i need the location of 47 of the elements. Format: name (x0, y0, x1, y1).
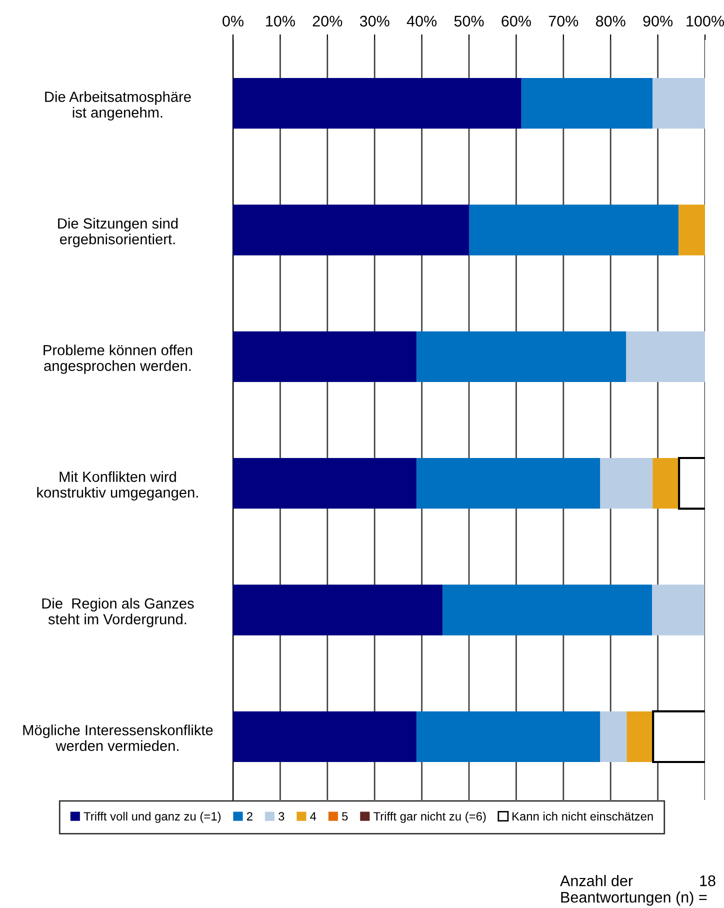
x-tick-label: 40% (406, 16, 437, 27)
bar (652, 78, 705, 129)
bar (233, 331, 417, 382)
bar (652, 458, 680, 509)
legend-label: 3 (278, 812, 284, 821)
legend-label: Trifft voll und ganz zu (=1) (84, 812, 221, 823)
bar (600, 458, 653, 509)
bar (233, 204, 469, 256)
x-tick-label: 90% (643, 16, 673, 27)
y-tick-label: Mögliche Interessenskonflikte werden vermieden. (23, 724, 213, 752)
bar (233, 458, 417, 509)
x-tick-label: 60% (502, 16, 531, 27)
bar (652, 584, 705, 636)
bar (626, 711, 654, 762)
y-tick-label: Die Arbeitsatmosphäre ist angenehm. (45, 91, 191, 121)
legend-label: Kann ich nicht einschätzen (512, 812, 653, 821)
bar (442, 584, 652, 636)
bar (416, 458, 600, 509)
bar (652, 710, 705, 764)
bar (233, 711, 417, 762)
legend-label: Trifft gar nicht zu (=6) (374, 812, 486, 823)
y-tick-label: Probleme können offen angesprochen werden. (44, 344, 192, 374)
x-tick-label: 80% (596, 16, 626, 27)
x-tick-label: 20% (312, 16, 342, 27)
bar (521, 78, 653, 129)
bar (678, 204, 705, 256)
bar (416, 331, 626, 382)
y-tick-label: Die Region als Ganzes steht im Vordergrund. (42, 598, 194, 628)
y-tick-label: Mit Konflikten wird konstruktiv umgegangen. (37, 471, 198, 501)
legend-label: 2 (246, 812, 252, 820)
x-tick-label: 0% (222, 16, 244, 27)
x-tick-label: 100% (686, 16, 724, 27)
bar (233, 78, 522, 129)
x-tick-label: 10% (266, 16, 295, 27)
x-tick-label: 30% (360, 16, 390, 27)
bar (416, 711, 600, 762)
bar (233, 584, 443, 636)
x-tick-label: 70% (548, 16, 578, 27)
y-tick-label: Die Sitzungen sind ergebnisorientiert. (58, 218, 178, 248)
legend-label: 5 (342, 812, 348, 821)
text: 18 (700, 875, 716, 886)
x-tick-label: 50% (454, 16, 484, 27)
bar (469, 204, 679, 256)
bar (626, 331, 705, 382)
legend-label: 4 (310, 812, 316, 820)
bar (678, 456, 705, 510)
bar (600, 711, 627, 762)
